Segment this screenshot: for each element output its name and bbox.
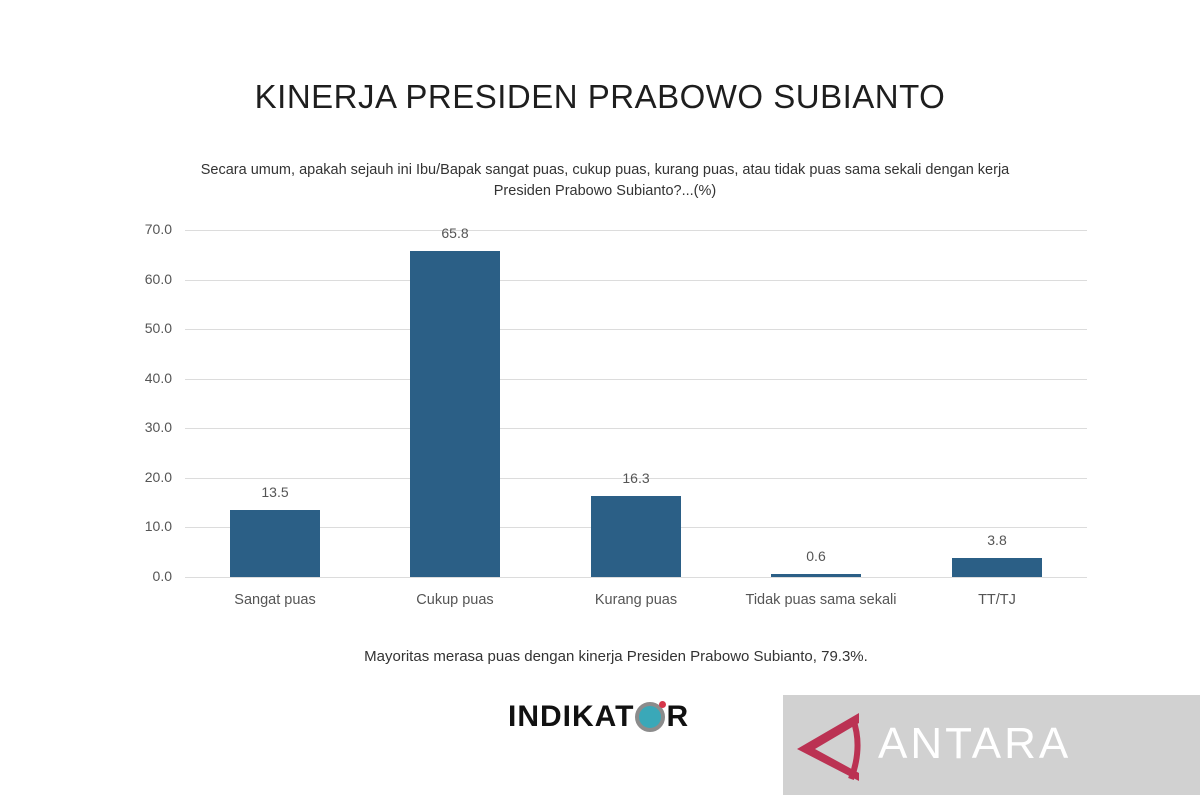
gridline [185,230,1087,231]
bar-value-label: 16.3 [622,470,650,486]
chart-title: KINERJA PRESIDEN PRABOWO SUBIANTO [254,78,946,115]
plot-area: 13.5 65.8 16.3 0.6 3.8 [185,225,1087,578]
bar-value-label: 13.5 [261,484,289,500]
indikator-logo-text: INDIKAT [508,700,635,733]
bar-value-label: 3.8 [987,532,1007,548]
x-tick-label: Tidak puas sama sekali [745,592,897,608]
chart-subtitle: Secara umum, apakah sejauh ini Ibu/Bapak… [200,162,1010,199]
gridline [185,279,1087,281]
x-axis-line [185,577,1087,578]
bar-cukup-puas [410,250,500,577]
chart-caption: Mayoritas merasa puas dengan kinerja Pre… [364,648,868,665]
bar-kurang-puas [591,496,681,577]
gridline [185,378,1087,380]
gridline [185,428,1087,430]
bar-value-label: 0.6 [806,548,826,564]
y-tick: 0.0 [152,568,172,584]
x-tick-label: Kurang puas [594,592,678,608]
antara-watermark: ANTARA [783,695,1200,795]
gridline [185,477,1087,479]
y-tick: 20.0 [144,469,172,485]
y-tick: 60.0 [144,271,172,287]
x-tick-label: Sangat puas [234,592,316,608]
x-tick-label: Cukup puas [416,592,494,608]
bar-tidak-puas [771,574,861,577]
gridline [185,329,1087,331]
antara-logo-text: ANTARA [878,719,1072,768]
indikator-logo: INDIKAT R [508,700,689,734]
indikator-logo-text-end: R [666,700,690,733]
bar-sangat-puas [230,510,320,577]
bar-value-label: 65.8 [441,225,469,241]
antara-logo-icon [797,713,861,781]
y-tick: 30.0 [144,419,172,435]
y-tick: 70.0 [144,221,172,237]
bar-tt-tj [952,558,1042,577]
y-tick: 40.0 [144,370,172,386]
y-tick: 50.0 [144,320,172,336]
x-tick-label: TT/TJ [978,592,1016,608]
y-tick: 10.0 [144,518,172,534]
indikator-logo-eye-icon [635,701,667,732]
